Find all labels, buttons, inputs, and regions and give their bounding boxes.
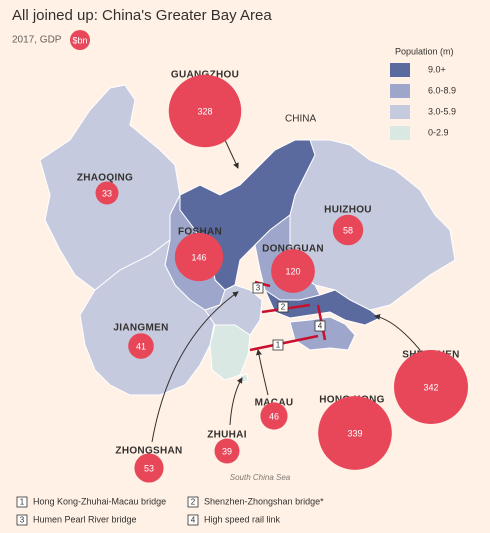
key-box (16, 514, 28, 526)
sea-label: South China Sea (230, 473, 291, 482)
link-box (272, 339, 284, 351)
link-box (314, 320, 326, 332)
legend-label: 0-2.9 (428, 127, 449, 137)
key-number: 3 (20, 516, 25, 525)
gdp-value: 328 (197, 106, 212, 116)
gdp-bubble (271, 249, 315, 293)
legend-swatch (390, 84, 410, 98)
city-name: ZHUHAI (207, 430, 247, 441)
gdp-value: 53 (144, 463, 154, 473)
key-number: 2 (191, 498, 196, 507)
legend-title: Population (m) (395, 46, 454, 56)
key-label: Hong Kong-Zhuhai-Macau bridge (33, 496, 166, 506)
subtitle: 2017, GDP (12, 35, 62, 46)
city-name: HUIZHOU (324, 205, 372, 216)
link-number: 3 (256, 284, 261, 293)
link-box (252, 282, 264, 294)
city-name: JIANGMEN (113, 323, 168, 334)
arrow-macau (256, 349, 269, 396)
legend-swatch (390, 63, 410, 77)
key-label: High speed rail link (204, 514, 281, 524)
gdp-bubble (168, 74, 242, 148)
arrows (151, 139, 421, 443)
legend: 9.0+ 6.0-8.9 3.0-5.9 0-2.9 (390, 63, 456, 140)
legend-swatch (390, 105, 410, 119)
bridge-1 (249, 334, 319, 352)
key-box (16, 496, 28, 508)
gdp-value: 39 (222, 446, 232, 456)
title: All joined up: China's Greater Bay Area (12, 7, 272, 24)
legend-label: 6.0-8.9 (428, 85, 456, 95)
gdp-value: 41 (136, 341, 146, 351)
arrow-shenzhen (374, 314, 421, 351)
gdp-bubble (95, 181, 119, 205)
key-label: Humen Pearl River bridge (33, 514, 137, 524)
key-box (187, 496, 199, 508)
footer: 1 Hong Kong-Zhuhai-Macau bridge 2 Shenzhen-… (16, 496, 324, 526)
region-zhuhai (209, 324, 251, 381)
key-number: 1 (20, 498, 25, 507)
gdp-bubble (394, 350, 468, 424)
gdp-value: 120 (285, 266, 300, 276)
legend-label: 9.0+ (428, 64, 446, 74)
link-number: 4 (318, 322, 323, 331)
gdp-bubble (174, 232, 224, 282)
legend-label: 3.0-5.9 (428, 106, 456, 116)
gdp-value: 339 (347, 428, 362, 438)
gdp-value: 342 (423, 382, 438, 392)
link-box (277, 301, 289, 313)
gdp-bubble (318, 396, 392, 470)
unit-label: $bn (72, 35, 87, 45)
unit-badge (70, 30, 90, 50)
arrow-zhuhai (229, 377, 243, 426)
gdp-bubble (332, 214, 364, 246)
gdp-value: 46 (269, 411, 279, 421)
gdp-bubble (214, 438, 240, 464)
legend-swatch (390, 126, 410, 140)
country-label: CHINA (285, 114, 316, 125)
link-number: 1 (276, 341, 281, 350)
arrow-guangzhou (224, 139, 239, 169)
gdp-bubble (260, 402, 288, 430)
key-label: Shenzhen-Zhongshan bridge* (204, 496, 324, 506)
gdp-value: 146 (191, 252, 206, 262)
cities: GUANGZHOU328ZHAOQING33FOSHAN146DONGGUAN1… (77, 70, 468, 483)
key-box (187, 514, 199, 526)
regions (39, 84, 456, 396)
city-name: FOSHAN (178, 227, 222, 238)
region-macau (239, 373, 249, 383)
city-name: ZHAOQING (77, 173, 133, 184)
city-name: ZHONGSHAN (115, 446, 182, 457)
key-number: 4 (191, 516, 196, 525)
link-number: 2 (281, 303, 286, 312)
gdp-value: 58 (343, 225, 353, 235)
gdp-bubble (128, 333, 154, 359)
link-markers: 1 2 3 4 (252, 282, 326, 351)
gdp-value: 33 (102, 188, 112, 198)
arrow-zhongshan (151, 291, 239, 443)
gdp-bubble (134, 453, 164, 483)
